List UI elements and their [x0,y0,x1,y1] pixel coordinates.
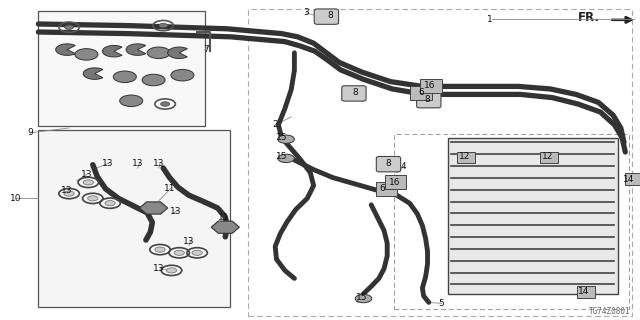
Text: 3: 3 [303,8,308,17]
Wedge shape [102,45,122,57]
Circle shape [278,154,294,163]
Circle shape [192,250,202,255]
Text: 13: 13 [183,237,195,246]
Circle shape [113,71,136,83]
Text: 15: 15 [276,152,287,161]
Bar [394,134,629,309]
Text: 6: 6 [419,88,424,97]
FancyBboxPatch shape [417,92,441,108]
Text: 14: 14 [578,287,589,296]
FancyBboxPatch shape [540,152,558,163]
Text: 14: 14 [623,175,634,184]
Circle shape [159,23,168,28]
FancyBboxPatch shape [410,86,432,100]
Text: 8: 8 [328,11,333,20]
Circle shape [174,250,184,255]
Text: 13: 13 [102,159,113,168]
Bar [448,138,618,294]
Text: 13: 13 [132,159,143,168]
FancyBboxPatch shape [314,9,339,24]
Circle shape [75,49,98,60]
Text: 7: 7 [204,45,209,54]
Text: 2: 2 [273,120,278,129]
FancyBboxPatch shape [38,130,230,307]
Text: 13: 13 [153,159,164,168]
Text: TG74Z0801: TG74Z0801 [589,308,630,316]
Text: 8: 8 [425,95,430,104]
Text: 8: 8 [385,159,390,168]
Polygon shape [140,202,168,214]
FancyBboxPatch shape [625,173,640,185]
Text: 6: 6 [380,184,385,193]
Circle shape [120,95,143,107]
Circle shape [155,247,165,252]
FancyBboxPatch shape [376,182,397,196]
Circle shape [142,74,165,86]
Circle shape [105,201,115,206]
Text: 9: 9 [28,128,33,137]
Text: 13: 13 [81,170,92,179]
Circle shape [147,47,170,59]
Circle shape [65,25,74,29]
Wedge shape [56,44,76,55]
Text: 10: 10 [10,194,22,203]
FancyBboxPatch shape [577,286,595,298]
FancyBboxPatch shape [385,175,406,189]
Polygon shape [211,221,239,233]
Wedge shape [168,47,188,59]
Circle shape [161,102,170,106]
FancyBboxPatch shape [420,79,442,93]
Circle shape [166,268,177,273]
Text: 16: 16 [388,178,400,187]
Circle shape [88,196,98,201]
Text: 12: 12 [459,152,470,161]
Text: 15: 15 [356,293,367,302]
Text: 5: 5 [439,300,444,308]
FancyBboxPatch shape [376,156,401,172]
Text: 13: 13 [170,207,182,216]
Text: 13: 13 [61,186,73,195]
FancyBboxPatch shape [38,11,205,126]
Circle shape [171,69,194,81]
Text: 8: 8 [353,88,358,97]
FancyBboxPatch shape [457,152,475,163]
Text: 12: 12 [542,152,554,161]
Text: FR.: FR. [579,12,600,24]
Text: 15: 15 [276,133,287,142]
Text: 1: 1 [487,15,492,24]
Text: 16: 16 [424,81,436,90]
Text: 13: 13 [153,264,164,273]
Text: 4: 4 [401,162,406,171]
Text: 11: 11 [164,184,175,193]
Text: 11: 11 [218,213,230,222]
Circle shape [355,294,372,303]
Wedge shape [126,44,146,55]
Circle shape [278,135,294,143]
Bar [248,9,632,316]
Circle shape [83,180,93,185]
FancyBboxPatch shape [342,86,366,101]
Circle shape [64,191,74,196]
Wedge shape [83,68,103,79]
